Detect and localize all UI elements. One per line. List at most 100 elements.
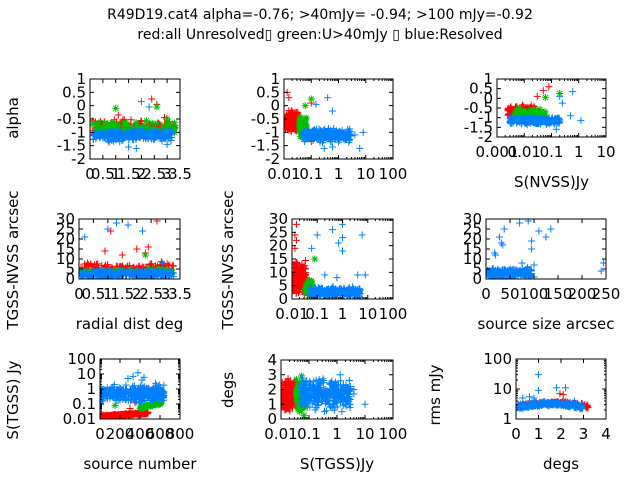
point-blue [123,269,131,277]
point-blue [354,271,362,279]
point-blue [90,136,97,144]
point-red [289,114,297,122]
point-blue [310,392,318,400]
point-blue [306,403,314,411]
y-tick-label: 20 [269,237,288,255]
point-green [154,400,162,408]
point-green [105,125,113,133]
point-blue [129,132,137,140]
y-tick-label: 0.5 [469,80,493,98]
point-green [144,123,152,131]
point-blue [163,140,171,148]
point-green [153,119,161,127]
point-red [292,277,298,285]
point-blue [114,132,122,140]
point-blue [326,388,334,396]
point-green [296,113,304,121]
point-green [137,127,145,135]
y-tick-label: 0.01 [63,410,96,428]
point-blue [322,132,330,140]
x-tick-label: 3.5 [168,285,192,303]
point-green [93,126,101,134]
point-blue [499,241,507,249]
point-blue [495,233,503,241]
point-green [302,123,310,131]
point-blue [515,118,523,126]
point-blue [337,133,345,141]
point-blue [151,391,159,399]
point-green [293,391,301,399]
point-blue [138,227,146,235]
point-blue [132,144,140,152]
x-axis-label: radial dist deg [76,315,184,333]
x-tick-label: 1.5 [117,165,141,183]
point-green [535,108,543,116]
point-blue [130,382,138,390]
point-green [111,401,119,409]
y-tick-label: 1 [270,70,280,88]
point-green [133,122,141,130]
point-blue [132,394,140,402]
point-blue [117,268,125,276]
point-blue [507,116,515,124]
point-blue [163,269,171,277]
point-blue [556,92,564,100]
point-blue [122,389,130,397]
point-red [287,108,295,116]
point-red [114,111,122,119]
y-tick-label: 10 [463,250,482,268]
point-blue [523,121,531,129]
point-blue [503,268,511,276]
points-group [516,371,592,413]
point-green [302,288,310,296]
point-blue [299,134,307,142]
point-blue [138,274,146,279]
point-red [545,83,553,91]
point-red [144,243,152,251]
x-tick-label: 100 [520,285,549,303]
point-green [106,122,114,130]
point-blue [550,120,558,128]
y-tick-label: 0 [65,270,75,288]
point-blue [332,286,340,294]
x-tick-label: 1 [338,305,348,323]
y-tick-label: 1 [76,70,86,88]
point-blue [333,399,341,407]
point-blue [164,271,172,279]
figure-title-line2: red:all Unresolved▯ green:U>40mJy ▯ blue… [137,27,503,43]
x-axis-label: S(TGSS)Jy [300,455,374,473]
point-green [159,122,167,130]
point-blue [98,269,106,277]
point-blue [304,384,312,392]
x-tick-label: 50 [500,285,519,303]
x-tick-label: 100 [379,425,408,443]
point-blue [316,285,324,293]
y-tick-label: 0 [472,270,482,288]
point-blue [569,88,577,96]
point-green [530,107,538,115]
point-blue [527,266,535,274]
point-blue [577,117,585,125]
y-tick-label: 3 [267,366,277,384]
point-blue [524,219,532,225]
point-blue [351,131,359,139]
point-blue [92,132,100,140]
y-tick-label: 4 [267,351,277,369]
point-green [541,111,549,119]
point-red [300,263,308,271]
point-blue [124,221,132,229]
point-green [307,95,315,103]
point-blue [137,382,145,390]
point-blue [322,407,330,415]
y-tick-label: -0.5 [464,99,493,117]
point-blue [511,268,519,276]
point-blue [328,107,336,115]
point-red [284,122,290,130]
point-blue [326,403,334,411]
points-group [281,371,369,419]
point-blue [536,114,544,122]
point-blue [339,247,346,255]
